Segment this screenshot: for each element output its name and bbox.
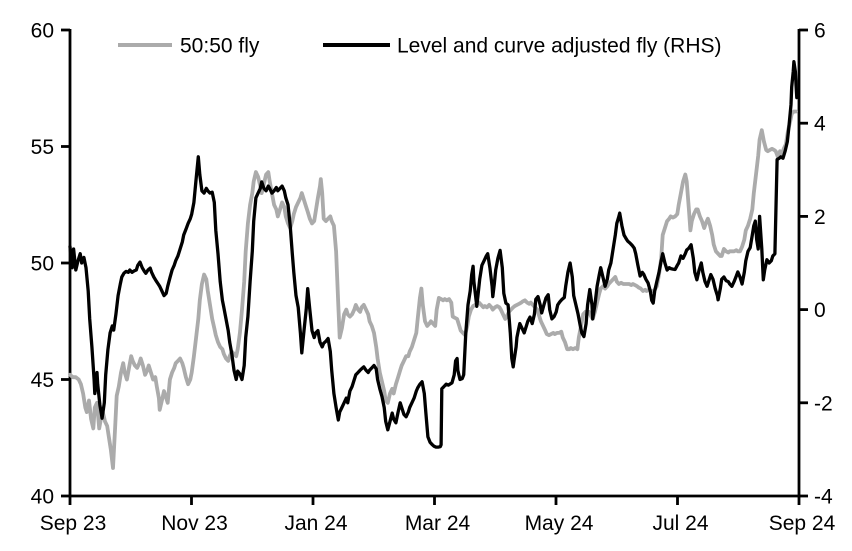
x-axis-tick-label: Mar 24 <box>405 512 471 535</box>
right-axis-tick-label: 0 <box>814 299 826 322</box>
x-axis-tick-label: Sep 23 <box>40 512 107 535</box>
right-axis-tick-label: 2 <box>814 206 826 229</box>
series-line-5050-fly <box>68 109 798 470</box>
x-axis-tick-label: Nov 23 <box>161 512 228 535</box>
x-axis-tick-label: Jan 24 <box>284 512 347 535</box>
legend: 50:50 fly Level and curve adjusted fly (… <box>118 35 722 58</box>
series-lines <box>68 60 799 470</box>
left-axis-tick-label: 55 <box>31 136 54 159</box>
left-axis-tick-label: 40 <box>31 486 54 509</box>
right-axis-tick-label: -2 <box>814 392 833 415</box>
left-axis-tick-label: 50 <box>31 253 54 276</box>
axes: 60 55 50 45 40 6 4 2 0 -2 -4 Sep 23 Nov 23 Jan 24 Mar … <box>31 20 836 536</box>
left-axis-tick-label: 60 <box>31 20 54 43</box>
right-axis-tick-label: 6 <box>814 20 826 43</box>
legend-label-5050-fly: 50:50 fly <box>180 35 260 58</box>
left-axis-tick-label: 45 <box>31 369 54 392</box>
x-axis-tick-label: May 24 <box>525 512 594 535</box>
legend-label-level-curve-adjusted-fly: Level and curve adjusted fly (RHS) <box>397 35 722 58</box>
right-axis-tick-label: -4 <box>814 486 833 509</box>
x-axis-tick-label: Jul 24 <box>652 512 708 535</box>
series-line-level-curve-adjusted-fly <box>68 60 799 449</box>
right-axis-tick-label: 4 <box>814 113 826 136</box>
x-axis-tick-label: Sep 24 <box>769 512 836 535</box>
